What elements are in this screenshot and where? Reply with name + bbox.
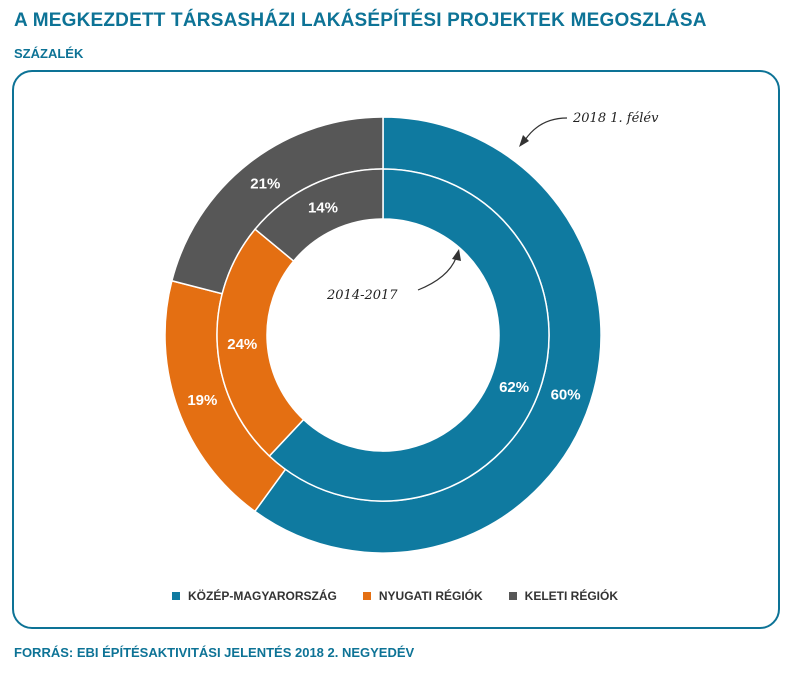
inner-ring-label-nyugati-regiok: 24% bbox=[227, 336, 257, 353]
legend-label-kozep-magyarorszag: KÖZÉP-MAGYARORSZÁG bbox=[187, 589, 337, 603]
outer-ring-label-keleti-regiok: 21% bbox=[250, 175, 280, 192]
inner-ring-slice-kozep-magyarorszag bbox=[268, 168, 550, 502]
annotation-outer-ring: 2018 1. félév bbox=[572, 111, 659, 126]
legend-label-keleti-regiok: KELETI RÉGIÓK bbox=[524, 589, 619, 603]
chart-title: A MEGKEZDETT TÁRSASHÁZI LAKÁSÉPÍTÉSI PRO… bbox=[14, 10, 707, 31]
outer-ring-label-nyugati-regiok: 19% bbox=[187, 392, 217, 409]
annotation-inner-ring: 2014-2017 bbox=[326, 288, 398, 303]
annotation-outer-arrowhead bbox=[519, 135, 529, 147]
annotation-outer-arrow bbox=[524, 117, 568, 141]
inner-ring-slice-keleti-regiok bbox=[254, 168, 384, 263]
legend-swatch-kozep-magyarorszag bbox=[171, 592, 180, 600]
inner-ring-label-kozep-magyarorszag: 62% bbox=[499, 379, 529, 396]
legend-item-nyugati-regiok: NYUGATI RÉGIÓK bbox=[362, 589, 483, 603]
inner-ring-label-keleti-regiok: 14% bbox=[308, 199, 338, 216]
annotation-inner-arrow bbox=[417, 257, 457, 291]
outer-ring-label-kozep-magyarorszag: 60% bbox=[551, 386, 581, 403]
legend: KÖZÉP-MAGYARORSZÁG NYUGATI RÉGIÓK KELETI… bbox=[0, 589, 790, 603]
chart-subtitle: SZÁZALÉK bbox=[14, 46, 84, 61]
donut-labels: 60% 19% 21% 62% 24% 14% bbox=[187, 175, 580, 409]
legend-swatch-keleti-regiok bbox=[508, 592, 517, 600]
legend-item-keleti-regiok: KELETI RÉGIÓK bbox=[508, 589, 619, 603]
legend-swatch-nyugati-regiok bbox=[362, 592, 371, 600]
annotation-inner-arrowhead bbox=[452, 249, 461, 261]
chart-frame bbox=[12, 70, 780, 629]
legend-label-nyugati-regiok: NYUGATI RÉGIÓK bbox=[378, 589, 483, 603]
legend-item-kozep-magyarorszag: KÖZÉP-MAGYARORSZÁG bbox=[171, 589, 337, 603]
source-note: FORRÁS: EBI ÉPÍTÉSAKTIVITÁSI JELENTÉS 20… bbox=[14, 645, 415, 660]
donut-rings bbox=[164, 116, 602, 554]
